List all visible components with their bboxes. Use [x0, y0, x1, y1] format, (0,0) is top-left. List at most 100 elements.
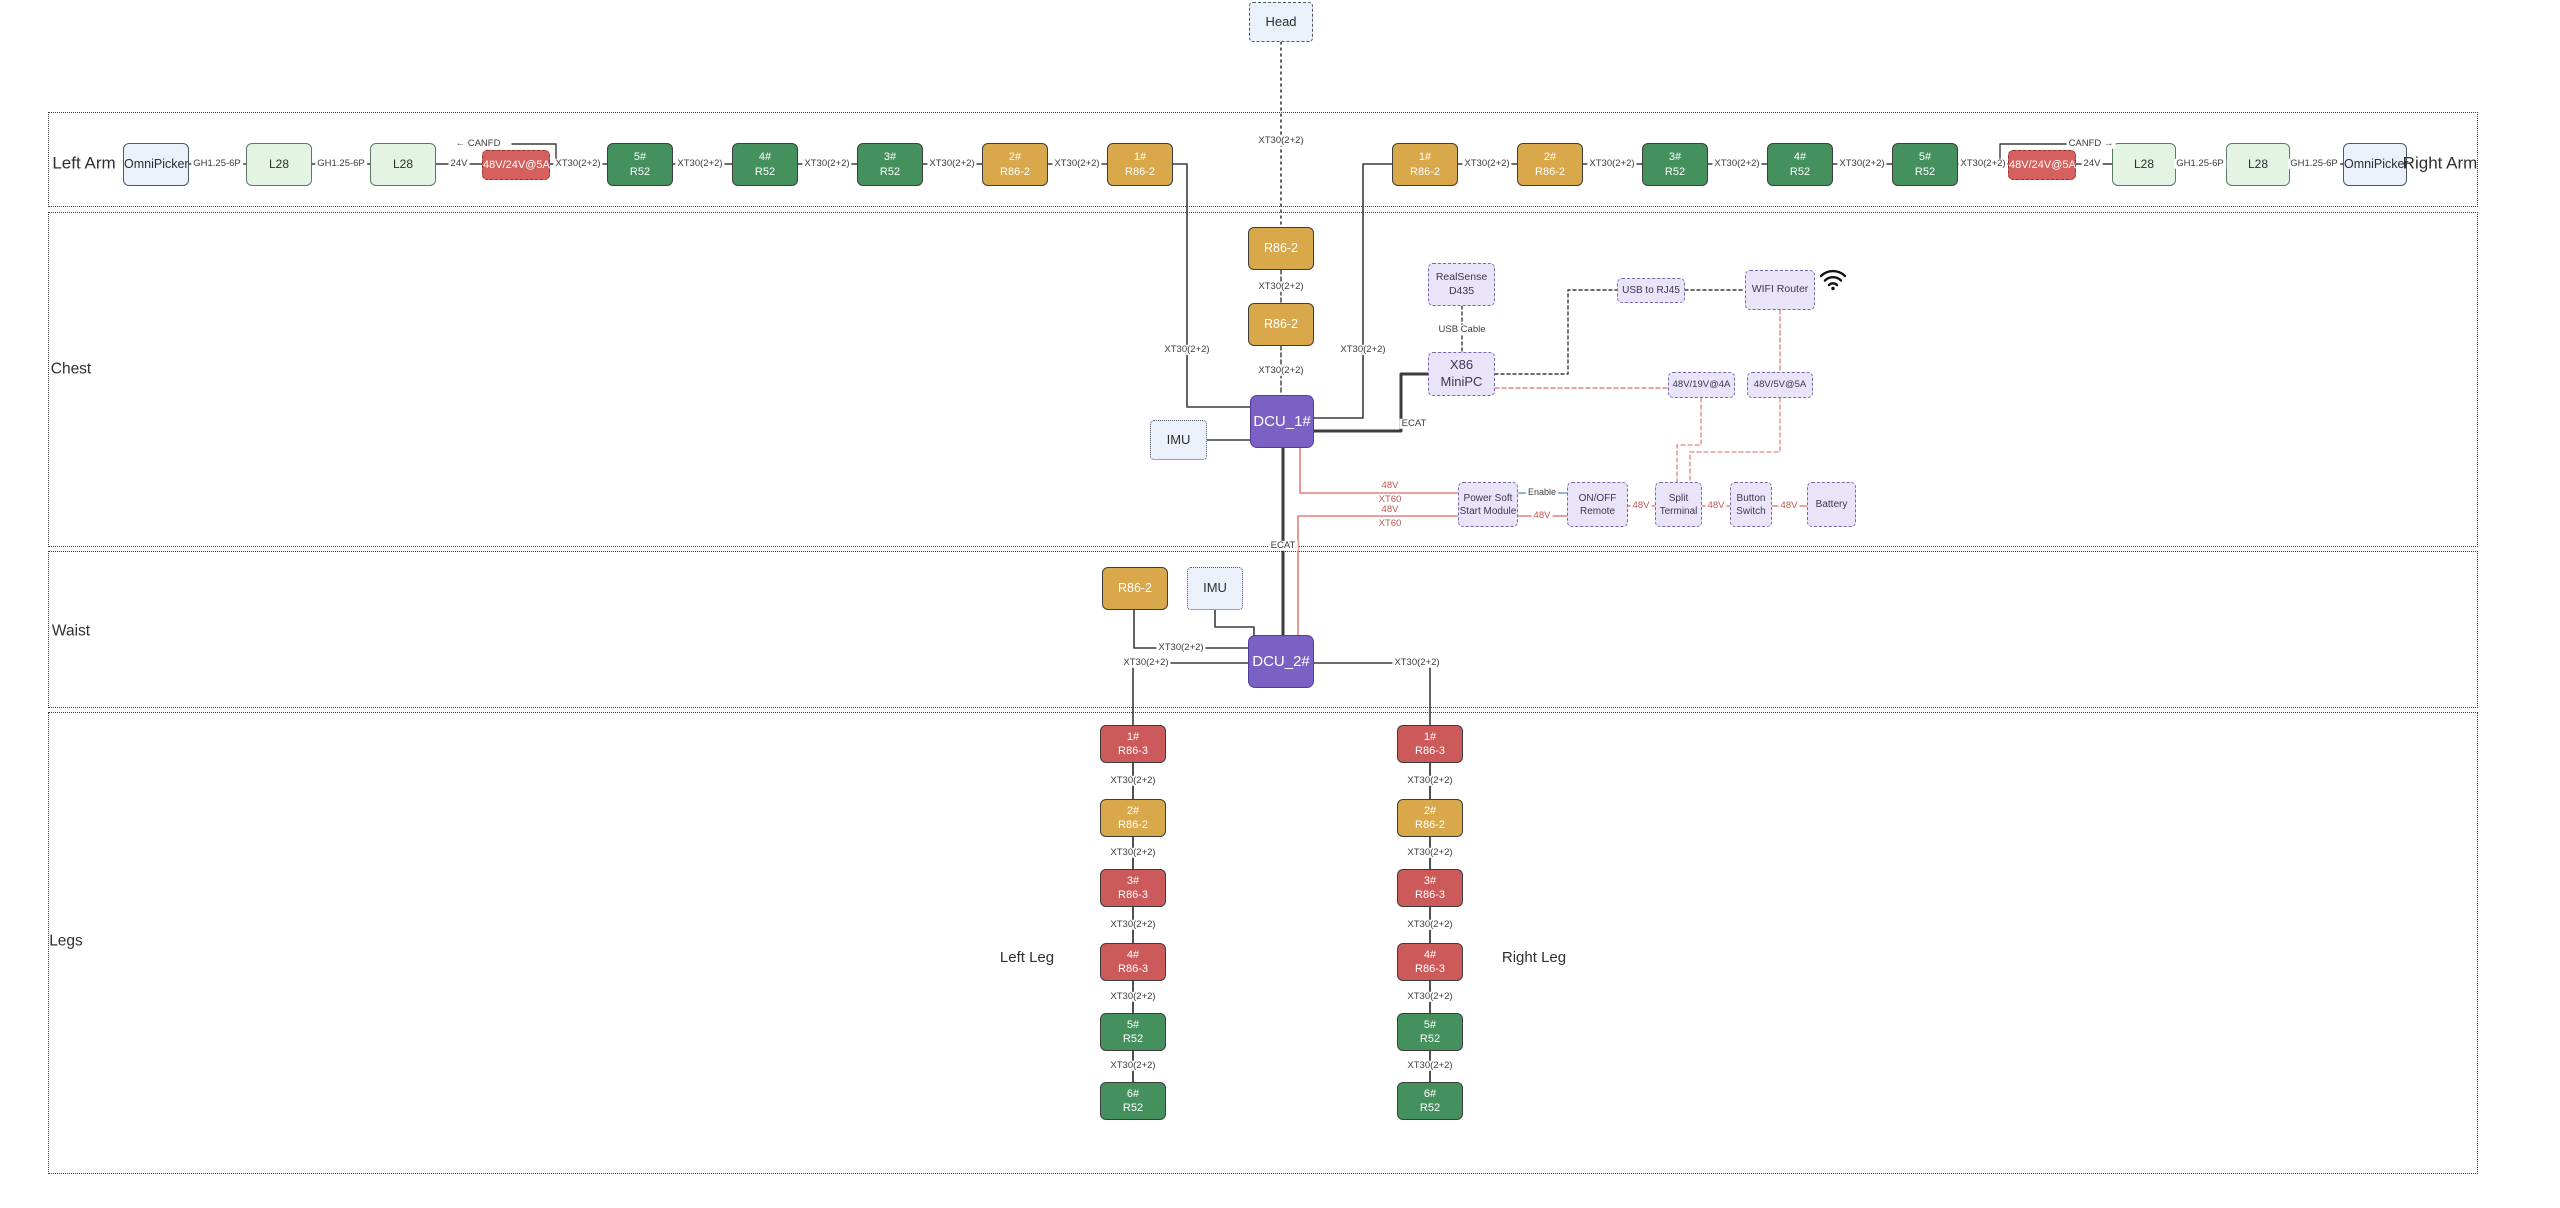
- edge-label: XT30(2+2): [1256, 280, 1306, 293]
- edge-label: GH1.25-6P: [2174, 157, 2226, 170]
- edge-label: XT30(2+2): [927, 157, 977, 170]
- leg-left-5: 5# R52: [1100, 1013, 1166, 1051]
- right-canfd-line: [1999, 143, 2069, 165]
- section-label-right-arm: Right Arm: [2402, 153, 2478, 173]
- leg-left-1: 1# R86-3: [1100, 725, 1166, 763]
- edge-label: XT30(2+2): [1052, 157, 1102, 170]
- edge-label: GH1.25-6P: [2288, 157, 2340, 170]
- right-arm-psu: 48V/24V@5A: [2008, 150, 2076, 180]
- left-arm-to-dcu1: [1172, 163, 1251, 408]
- edge-label: XT30(2+2): [1405, 990, 1455, 1003]
- edge-label: XT30(2+2): [1108, 774, 1158, 787]
- edge-label: GH1.25-6P: [315, 157, 367, 170]
- right-r52-5: 5# R52: [1892, 143, 1958, 186]
- leg-right-5: 5# R52: [1397, 1013, 1463, 1051]
- edge-label: 24V: [448, 157, 470, 170]
- edge-label: XT30(2+2): [1108, 1059, 1158, 1072]
- left-r52-3: 3# R52: [857, 143, 923, 186]
- leg-right-3: 3# R86-3: [1397, 869, 1463, 907]
- left-omnipicker: OmniPicker: [123, 143, 189, 186]
- leg-right-1: 1# R86-3: [1397, 725, 1463, 763]
- edge-label: 48V: [1379, 479, 1401, 492]
- leg-right-6: 6# R52: [1397, 1082, 1463, 1120]
- edge-label: 24V: [2081, 157, 2103, 170]
- waist-r86: R86-2: [1102, 567, 1168, 610]
- edge-label: Enable: [1525, 487, 1559, 498]
- left-arm-psu: 48V/24V@5A: [482, 150, 550, 180]
- dcu2-to-left-leg: [1132, 662, 1249, 726]
- realsense-d435: RealSense D435: [1428, 263, 1495, 306]
- button-switch: Button Switch: [1730, 482, 1772, 527]
- edge-label: 48V: [1531, 509, 1553, 522]
- leg-left-4: 4# R86-3: [1100, 943, 1166, 981]
- x86-to-rj45: [1494, 289, 1618, 375]
- leg-left-2: 2# R86-2: [1100, 799, 1166, 837]
- x86-minipc: X86 MiniPC: [1428, 352, 1495, 396]
- left-l28-b: L28: [370, 143, 436, 186]
- edge-label: XT30(2+2): [1837, 157, 1887, 170]
- edge-label: 48V: [1778, 499, 1800, 512]
- edge-label: ECAT: [1399, 417, 1429, 430]
- right-leg-title: Right Leg: [1501, 948, 1567, 966]
- section-label-left-arm: Left Arm: [52, 153, 116, 173]
- edge-label: XT30(2+2): [1256, 364, 1306, 377]
- left-r86-1: 1# R86-2: [1107, 143, 1173, 186]
- edge-label: XT30(2+2): [1108, 846, 1158, 859]
- right-r86-2: 2# R86-2: [1517, 143, 1583, 186]
- dcu-2: DCU_2#: [1248, 635, 1314, 688]
- left-r52-4: 4# R52: [732, 143, 798, 186]
- battery: Battery: [1807, 482, 1856, 527]
- edge-label: ECAT: [1268, 539, 1298, 552]
- section-legs: [48, 712, 2478, 1174]
- usb-to-rj45: USB to RJ45: [1617, 278, 1685, 303]
- dcu2-to-right-leg: [1313, 662, 1431, 726]
- edge-label: XT30(2+2): [1405, 918, 1455, 931]
- right-r86-1: 1# R86-2: [1392, 143, 1458, 186]
- conv-48v-19v: 48V/19V@4A: [1668, 372, 1735, 398]
- imu-chest: IMU: [1150, 420, 1207, 460]
- wifi-icon: [1818, 266, 1848, 292]
- edge-label: XT30(2+2): [1338, 343, 1388, 356]
- section-label-chest: Chest: [50, 360, 92, 378]
- edge-label: XT30(2+2): [1392, 656, 1442, 669]
- edge-label: XT30(2+2): [1108, 990, 1158, 1003]
- edge-label: XT60: [1376, 493, 1404, 506]
- edge-label: XT30(2+2): [1162, 343, 1212, 356]
- edge-label: USB Cable: [1436, 323, 1488, 336]
- conv5-to-split: [1689, 397, 1781, 483]
- head-box: Head: [1249, 2, 1313, 42]
- edge-label: 48V: [1379, 503, 1401, 516]
- chest-r86-b: R86-2: [1248, 303, 1314, 346]
- section-label-waist: Waist: [51, 622, 91, 640]
- edge-label: XT30(2+2): [1462, 157, 1512, 170]
- chest-r86-a: R86-2: [1248, 227, 1314, 270]
- right-r52-3: 3# R52: [1642, 143, 1708, 186]
- edge-label: XT30(2+2): [1958, 157, 2008, 170]
- section-label-legs: Legs: [49, 932, 83, 950]
- edge-label: XT60: [1376, 517, 1404, 530]
- dcu2-48v-to-psm: [1297, 515, 1459, 636]
- power-soft-start: Power Soft Start Module: [1458, 482, 1518, 527]
- right-omnipicker: OmniPicker: [2343, 143, 2409, 186]
- wifi-router: WIFI Router: [1745, 270, 1815, 310]
- split-terminal: Split Terminal: [1655, 482, 1702, 527]
- edge-label: XT30(2+2): [1405, 1059, 1455, 1072]
- waistr86-to-dcu2: [1133, 609, 1249, 649]
- edge-label: XT30(2+2): [1156, 641, 1206, 654]
- section-chest: [48, 212, 2478, 547]
- left-l28-a: L28: [246, 143, 312, 186]
- edge-label: XT30(2+2): [1405, 774, 1455, 787]
- left-leg-title: Left Leg: [999, 948, 1055, 966]
- onoff-remote: ON/OFF Remote: [1567, 482, 1628, 527]
- edge-label: XT30(2+2): [1712, 157, 1762, 170]
- right-arm-to-dcu1: [1313, 163, 1393, 419]
- section-arms: [48, 112, 2478, 207]
- dcu-1: DCU_1#: [1250, 395, 1314, 448]
- imu2-to-dcu2: [1214, 609, 1255, 636]
- edge-label: XT30(2+2): [1405, 846, 1455, 859]
- left-r86-2: 2# R86-2: [982, 143, 1048, 186]
- conv19-to-split: [1676, 397, 1702, 483]
- edge-label: CANFD →: [2066, 137, 2116, 150]
- dcu1-ecat-to-x86: [1312, 372, 1430, 433]
